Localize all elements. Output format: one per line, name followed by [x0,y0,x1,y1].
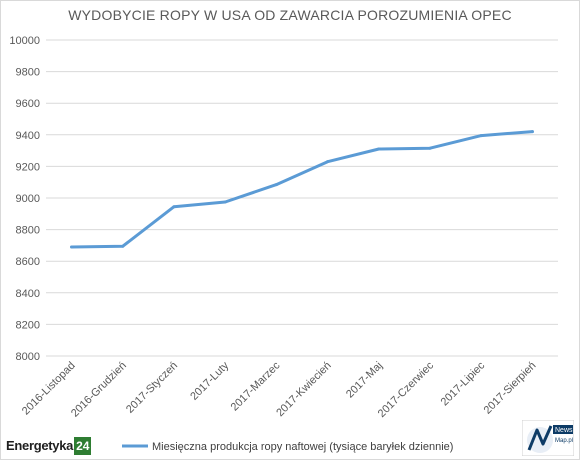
x-tick-label: 2017-Maj [344,360,385,401]
x-tick-label: 2017-Marzec [229,359,283,413]
x-tick-label: 2017-Luty [188,359,231,402]
y-tick-label: 8600 [16,256,40,268]
y-tick-label: 9800 [16,67,40,79]
y-axis-ticks: 8000 8200 8400 8600 8800 9000 9200 9400 9600 9800… [9,35,40,363]
y-tick-label: 8200 [16,319,40,331]
legend-label: Miesięczna produkcja ropy naftowej (tysi… [152,441,453,453]
series-group [70,130,534,249]
data-point [223,200,227,204]
data-point [70,245,74,249]
logo-word: Energetyka [6,438,74,453]
y-tick-label: 9200 [16,161,40,173]
y-tick-label: 9000 [16,193,40,205]
energetyka24-logo: Energetyka 24 [6,437,92,455]
logo-news-label: News [555,427,573,434]
grid-lines [46,39,558,357]
x-tick-label: 2017-Styczeń [124,360,180,416]
data-point [326,160,330,164]
logo-number: 24 [74,437,92,455]
y-tick-label: 10000 [9,35,40,47]
x-tick-label: 2017-Sierpień [482,360,539,417]
data-point [121,244,125,248]
y-tick-label: 8400 [16,288,40,300]
chart-title: WYDOBYCIE ROPY W USA OD ZAWARCIA POROZUM… [68,7,512,23]
data-point [428,146,432,150]
data-point [377,147,381,151]
x-tick-label: 2017-Lipiec [439,359,488,408]
series-line [70,130,534,249]
y-tick-label: 9600 [16,98,40,110]
y-tick-label: 8800 [16,225,40,237]
y-tick-label: 8000 [16,351,40,363]
newsmap-logo: News News Map.pl [522,420,574,456]
x-tick-label: 2016-Listopad [20,360,78,418]
logo-map-label: Map.pl [555,438,573,444]
data-point [274,183,278,187]
x-tick-label: 2016-Grudzień [69,360,129,420]
x-tick-label: 2017-Czerwiec [376,359,437,420]
data-point [479,134,483,138]
data-point [172,205,176,209]
legend: Miesięczna produkcja ropy naftowej (tysi… [122,441,453,453]
y-tick-label: 9400 [16,130,40,142]
data-point [530,130,534,134]
x-tick-label: 2017-Kwiecień [274,360,334,420]
